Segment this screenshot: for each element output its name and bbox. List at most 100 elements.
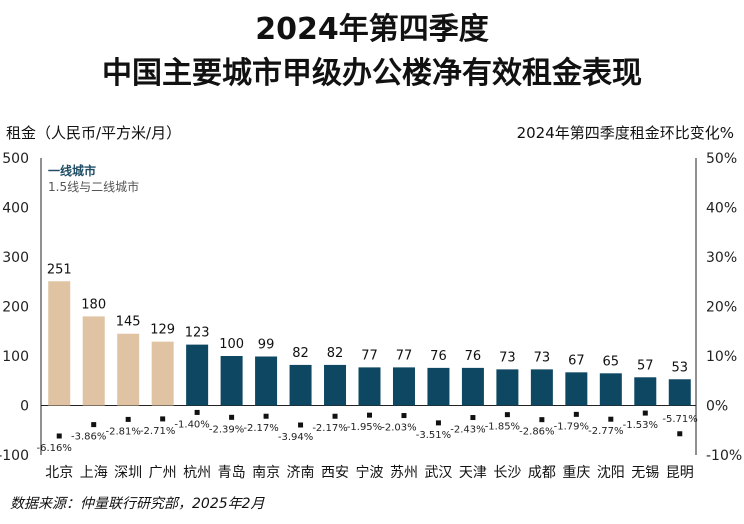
bar-苏州 [392,367,415,406]
change-label: -2.03% [381,423,416,434]
category-label: 南京 [252,465,280,481]
bar-value-label: 180 [81,297,106,312]
bar-北京 [48,281,71,406]
change-label: -2.39% [209,424,244,435]
bar-杭州 [186,344,209,406]
change-marker-济南 [298,422,304,428]
change-marker-成都 [539,417,545,423]
change-marker-南京 [263,413,269,419]
change-marker-北京 [56,433,62,439]
change-marker-青岛 [229,414,235,420]
change-marker-西安 [332,413,338,419]
bar-value-label: 76 [465,349,482,364]
change-label: -1.40% [174,419,209,430]
bar-深圳 [117,333,140,406]
bar-武汉 [427,367,450,406]
change-marker-天津 [470,415,476,421]
category-label: 西安 [321,465,349,481]
change-marker-沈阳 [608,416,614,422]
bar-成都 [530,369,553,406]
chart-title-line1: 2024年第四季度 [255,12,489,47]
right-tick-label: 30% [706,250,737,266]
category-label: 杭州 [183,465,211,481]
bar-无锡 [634,377,657,406]
bar-value-label: 82 [292,346,309,361]
category-label: 深圳 [114,465,142,481]
legend-tier1: 一线城市 [48,163,96,178]
left-tick-label: 200 [2,300,29,316]
bar-value-label: 57 [637,358,654,373]
change-label: -1.79% [554,421,589,432]
right-tick-label: 50% [706,151,737,167]
left-tick-label: -100 [0,448,29,464]
bar-value-label: 129 [150,323,175,338]
category-label: 青岛 [218,465,246,481]
legend-tier2: 1.5线与二线城市 [48,179,139,194]
change-label: -1.53% [623,420,658,431]
change-marker-杭州 [194,409,200,415]
bar-重庆 [565,372,588,406]
category-label: 重庆 [562,465,590,481]
change-marker-长沙 [504,412,510,418]
data-source: 数据来源：仲量联行研究部，2025年2月 [10,496,265,512]
change-label: -1.95% [347,422,382,433]
change-label: -2.43% [450,425,485,436]
bar-value-label: 99 [258,337,275,352]
category-label: 沈阳 [597,465,625,481]
right-axis-title: 2024年第四季度租金环比变化% [516,124,734,142]
change-label: -2.81% [105,426,140,437]
bar-长沙 [496,369,519,406]
change-marker-广州 [160,416,166,422]
category-label: 成都 [528,465,556,481]
change-label: -5.71% [662,414,697,425]
bar-value-label: 82 [327,346,344,361]
right-tick-label: -10% [706,448,742,464]
bar-南京 [255,356,278,406]
change-label: -2.71% [140,426,175,437]
category-label: 北京 [45,465,73,481]
category-label: 武汉 [424,465,452,481]
bar-value-label: 251 [47,262,72,277]
change-label: -2.77% [588,426,623,437]
change-marker-昆明 [677,431,683,437]
change-marker-武汉 [435,420,441,426]
category-label: 昆明 [666,465,694,481]
category-label: 宁波 [356,464,384,481]
change-marker-深圳 [125,416,131,422]
change-label: -3.94% [278,432,313,443]
bar-昆明 [668,379,691,406]
bar-value-label: 123 [185,326,210,341]
change-label: -3.51% [416,430,451,441]
bar-天津 [461,367,484,406]
category-label: 苏州 [390,465,418,481]
category-label: 天津 [459,465,487,481]
bar-青岛 [220,356,243,406]
bar-上海 [82,316,105,406]
left-tick-label: 500 [2,151,29,167]
bar-value-label: 73 [534,350,551,365]
change-label: -2.17% [243,423,278,434]
category-label: 无锡 [631,465,659,481]
bar-value-label: 65 [603,354,620,369]
right-tick-label: 40% [706,201,737,217]
bar-value-label: 73 [499,350,516,365]
change-marker-重庆 [573,411,579,417]
bar-宁波 [358,367,381,406]
category-label: 上海 [80,465,108,481]
bar-value-label: 76 [430,349,447,364]
right-tick-label: 0% [706,399,728,415]
left-tick-label: 100 [2,349,29,365]
change-marker-上海 [91,422,97,428]
bar-value-label: 77 [396,348,413,363]
bar-value-label: 53 [671,360,688,375]
bar-沈阳 [599,373,622,406]
bar-value-label: 100 [219,337,244,352]
left-tick-label: 300 [2,250,29,266]
bar-value-label: 67 [568,353,585,368]
right-tick-label: 20% [706,300,737,316]
change-marker-苏州 [401,413,407,419]
chart-title-line2: 中国主要城市甲级办公楼净有效租金表现 [102,56,642,91]
category-label: 长沙 [493,465,521,481]
bar-济南 [289,364,312,406]
